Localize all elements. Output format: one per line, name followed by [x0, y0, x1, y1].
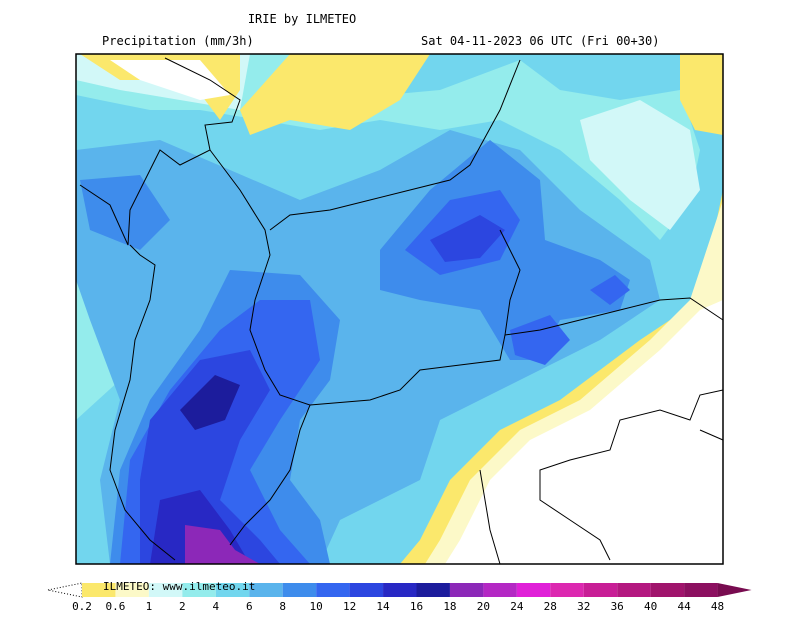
legend-box	[516, 583, 551, 597]
legend-label: 1	[146, 600, 153, 613]
legend-label: 6	[246, 600, 253, 613]
legend-box	[249, 583, 283, 597]
legend-label: 4	[212, 600, 219, 613]
legend-box	[82, 583, 116, 597]
legend-label: 28	[544, 600, 557, 613]
legend-box	[282, 583, 317, 597]
legend-box	[416, 583, 450, 597]
map-frame	[75, 53, 724, 565]
below-range-triangle	[47, 582, 83, 598]
legend-box	[383, 583, 417, 597]
color-legend: 0.2 0.6 1 2 4 6 8 10 12 14 16 18 20 24 28 32 36 40 44 48	[47, 582, 752, 613]
legend-label: 18	[443, 600, 456, 613]
legend-box	[148, 583, 183, 597]
legend-label: 0.2	[72, 600, 92, 613]
subtitle: Precipitation (mm/3h)	[102, 34, 254, 48]
legend-box	[215, 583, 250, 597]
legend-box	[349, 583, 384, 597]
legend-label: 12	[343, 600, 356, 613]
legend-label: 0.6	[106, 600, 126, 613]
legend-label: 40	[644, 600, 657, 613]
legend-label: 24	[510, 600, 524, 613]
legend-box	[115, 583, 149, 597]
legend-box	[449, 583, 484, 597]
legend-label: 10	[310, 600, 323, 613]
legend-label: 8	[279, 600, 286, 613]
legend-label: 2	[179, 600, 186, 613]
legend-label: 14	[376, 600, 390, 613]
legend-arrow	[717, 583, 752, 597]
legend-label: 32	[577, 600, 590, 613]
legend-label: 36	[611, 600, 624, 613]
legend-box	[583, 583, 618, 597]
valid-time: Sat 04-11-2023 06 UTC (Fri 00+30)	[421, 34, 659, 48]
coastlines	[79, 57, 724, 565]
watermark: ILMETEO: www.ilmeteo.it	[103, 580, 255, 593]
legend-label: 20	[477, 600, 490, 613]
legend-label: 48	[711, 600, 724, 613]
legend-box	[483, 583, 517, 597]
legend-box	[684, 583, 718, 597]
legend-box	[617, 583, 651, 597]
legend-box	[316, 583, 350, 597]
legend-box	[182, 583, 216, 597]
title: IRIE by ILMETEO	[248, 12, 356, 26]
legend-box	[650, 583, 685, 597]
legend-label: 16	[410, 600, 423, 613]
legend-box	[550, 583, 584, 597]
legend-label: 44	[677, 600, 691, 613]
precip-field	[76, 54, 723, 564]
